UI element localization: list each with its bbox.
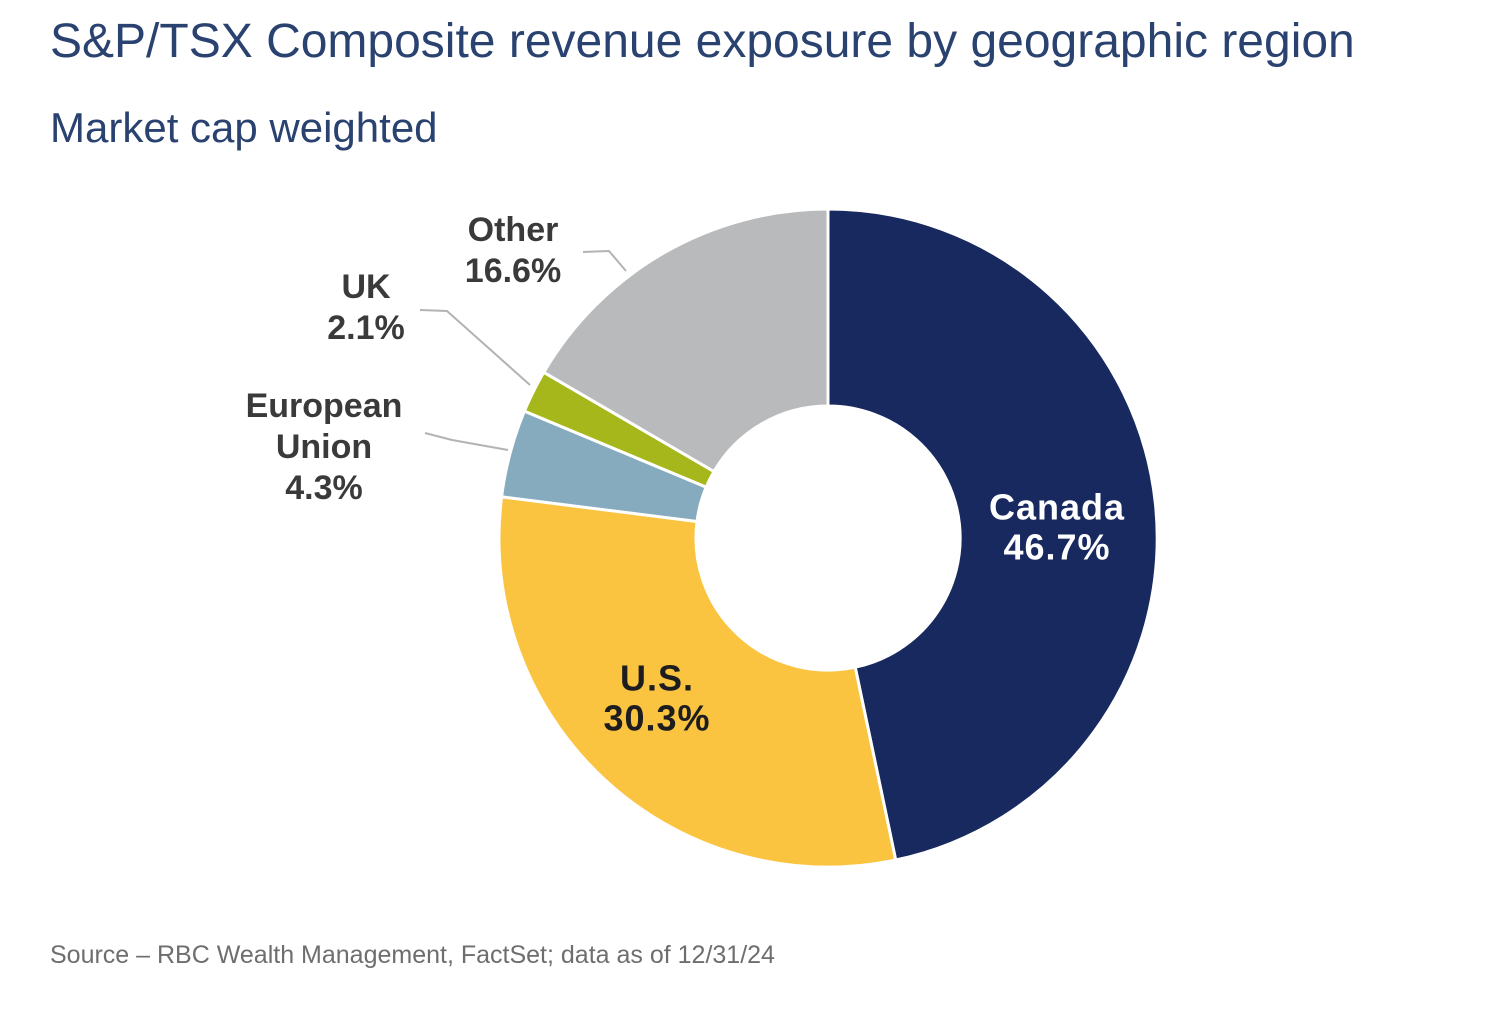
donut-segment-other xyxy=(542,207,830,473)
source-note: Source – RBC Wealth Management, FactSet;… xyxy=(50,941,775,969)
label-european-union-name: European Union xyxy=(245,386,403,466)
label-other-name: Other xyxy=(467,211,559,250)
label-uk-name: UK xyxy=(341,268,391,307)
leader-line-uk xyxy=(419,309,531,386)
label-other-value: 16.6% xyxy=(464,252,562,290)
leader-line-european-union xyxy=(424,432,509,451)
label-european-union-value: 4.3% xyxy=(285,468,363,507)
label-other: Other 16.6% xyxy=(465,210,561,292)
label-canada: Canada 46.7% xyxy=(988,486,1126,569)
label-canada-name: Canada xyxy=(988,486,1126,528)
label-european-union: European Union 4.3% xyxy=(218,386,430,508)
chart-subtitle: Market cap weighted xyxy=(50,104,438,151)
label-uk-value: 2.1% xyxy=(327,309,405,347)
chart-title: S&P/TSX Composite revenue exposure by ge… xyxy=(50,15,1355,68)
donut-segments xyxy=(497,207,1159,869)
label-canada-value: 46.7% xyxy=(1003,527,1111,568)
donut-segment-u-s xyxy=(497,495,898,869)
label-uk: UK 2.1% xyxy=(327,267,405,349)
donut-segment-canada xyxy=(826,207,1159,862)
leader-line-other xyxy=(582,250,627,272)
label-us: U.S. 30.3% xyxy=(603,657,711,740)
label-us-value: 30.3% xyxy=(603,698,711,739)
label-us-name: U.S. xyxy=(619,657,695,699)
